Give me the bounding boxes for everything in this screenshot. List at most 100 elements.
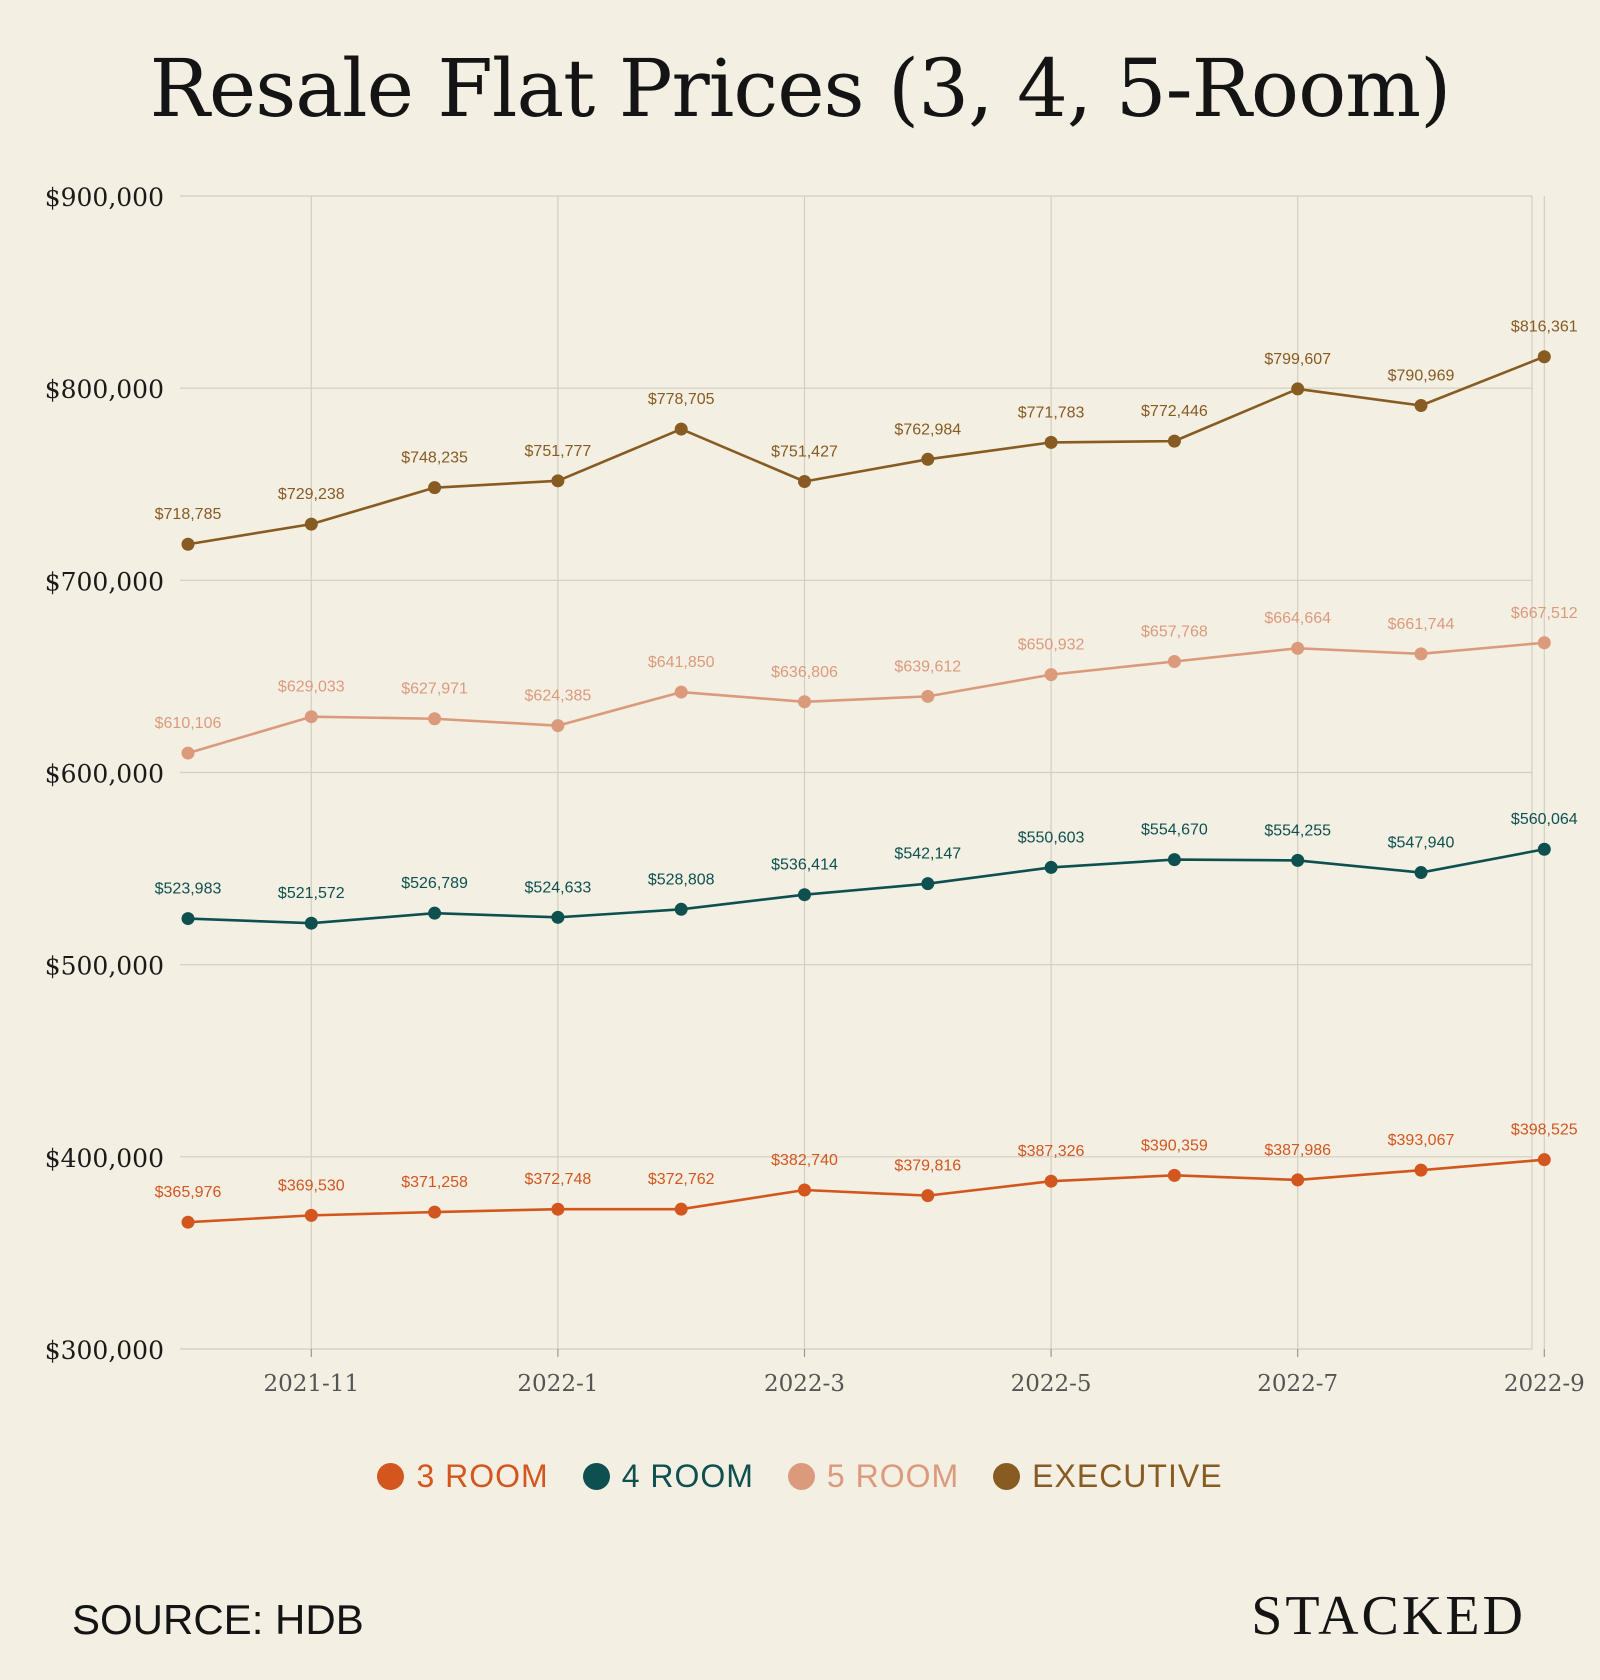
data-label: $393,067 [1388, 1132, 1455, 1149]
x-tick-label: 2022-7 [1257, 1371, 1338, 1397]
data-label: $624,385 [525, 688, 592, 705]
data-point [674, 902, 688, 916]
data-point [428, 906, 442, 920]
legend-item: 3 ROOM [377, 1458, 548, 1495]
data-label: $729,238 [278, 486, 345, 503]
legend-swatch [993, 1463, 1021, 1490]
data-point [428, 1205, 442, 1219]
data-label: $372,748 [525, 1171, 592, 1188]
data-label: $390,359 [1141, 1137, 1208, 1154]
data-label: $771,783 [1018, 404, 1085, 421]
data-point [1537, 636, 1551, 650]
chart-title: Resale Flat Prices (3, 4, 5-Room) [149, 42, 1452, 135]
data-point [1044, 435, 1058, 449]
data-point [1167, 434, 1181, 448]
data-point [1167, 1168, 1181, 1182]
data-label: $542,147 [894, 846, 961, 863]
data-label: $799,607 [1264, 351, 1331, 368]
data-label: $778,705 [648, 391, 715, 408]
y-tick-label: $300,000 [45, 1336, 164, 1365]
data-point [1291, 641, 1305, 655]
data-label: $627,971 [401, 681, 468, 698]
series-line [187, 641, 1545, 755]
legend-item: 5 ROOM [787, 1458, 959, 1495]
data-point [551, 719, 565, 733]
line-chart: $300,000 $400,000 $500,000 $600,000 $700,000… [45, 183, 1585, 1397]
data-label: $372,762 [648, 1171, 715, 1188]
x-tick-label: 2021-11 [264, 1371, 360, 1397]
data-point [674, 422, 688, 436]
data-point [674, 685, 688, 699]
data-point [798, 1183, 811, 1197]
data-label: $629,033 [278, 679, 345, 696]
data-label: $387,326 [1018, 1143, 1085, 1160]
data-label: $751,427 [771, 444, 838, 461]
data-point [798, 888, 811, 902]
legend: 3 ROOM 4 ROOM 5 ROOM EXECUTIVE [0, 1458, 1600, 1495]
data-point [1414, 866, 1428, 880]
data-point [1537, 842, 1551, 856]
data-point [1414, 1163, 1428, 1177]
data-point [551, 910, 565, 924]
data-point [921, 452, 935, 466]
legend-item: EXECUTIVE [993, 1458, 1222, 1495]
data-label: $369,530 [278, 1177, 345, 1194]
series-layer: $365,976 $369,530 $371,258 $372,748 $372,762… [155, 319, 1578, 1229]
data-point [1414, 647, 1428, 661]
data-point [428, 481, 442, 495]
data-point [181, 912, 195, 926]
data-point [921, 689, 935, 703]
data-label: $639,612 [894, 658, 961, 675]
data-label: $379,816 [894, 1158, 961, 1175]
data-label: $772,446 [1141, 403, 1208, 420]
data-point [1291, 1173, 1305, 1187]
data-label: $554,255 [1264, 822, 1331, 839]
data-label: $550,603 [1018, 829, 1085, 846]
legend-swatch [582, 1463, 610, 1490]
y-tick-label: $800,000 [45, 375, 164, 404]
data-point [921, 877, 935, 891]
data-label: $636,806 [771, 664, 838, 681]
series-executive: $718,785 $729,238 $748,235 $751,777 $778,705… [155, 319, 1578, 551]
data-label: $748,235 [401, 450, 468, 467]
data-label: $667,512 [1511, 605, 1578, 622]
data-point [798, 475, 811, 489]
data-label: $664,664 [1264, 610, 1331, 627]
data-point [304, 1208, 318, 1222]
data-label: $641,850 [648, 654, 715, 671]
data-label: $528,808 [648, 871, 715, 888]
data-point [304, 517, 318, 531]
data-point [1167, 654, 1181, 668]
series-line [187, 355, 1545, 546]
series-4-room: $523,983 $521,572 $526,789 $524,633 $528,808… [155, 811, 1578, 930]
data-point [1167, 853, 1181, 867]
data-label: $524,633 [525, 879, 592, 896]
legend-swatch [787, 1463, 815, 1490]
data-label: $816,361 [1511, 319, 1578, 336]
legend-label: 4 ROOM [621, 1458, 754, 1494]
x-axis: 2021-11 2022-1 2022-3 2022-5 2022-7 2022-9 [264, 1349, 1585, 1397]
y-tick-label: $900,000 [45, 183, 164, 212]
legend-swatch [377, 1463, 405, 1490]
data-label: $560,064 [1511, 811, 1578, 828]
data-label: $610,106 [155, 715, 222, 732]
data-label: $762,984 [894, 421, 961, 438]
data-label: $387,986 [1264, 1142, 1331, 1159]
data-point [428, 712, 442, 726]
data-label: $371,258 [401, 1174, 468, 1191]
y-tick-label: $600,000 [45, 760, 164, 789]
data-point [798, 695, 811, 709]
brand-logo: STACKED [1251, 1585, 1526, 1647]
data-label: $657,768 [1141, 623, 1208, 640]
x-tick-label: 2022-5 [1011, 1371, 1092, 1397]
series-5-room: $610,106 $629,033 $627,971 $624,385 $641,850… [155, 605, 1578, 760]
legend-item: 4 ROOM [582, 1458, 754, 1495]
data-point [1414, 399, 1428, 413]
data-point [551, 474, 565, 488]
data-point [1291, 382, 1305, 396]
data-label: $398,525 [1511, 1122, 1578, 1139]
x-tick-label: 2022-3 [764, 1371, 845, 1397]
data-label: $554,670 [1141, 822, 1208, 839]
y-tick-label: $700,000 [45, 567, 164, 596]
data-point [921, 1189, 935, 1203]
